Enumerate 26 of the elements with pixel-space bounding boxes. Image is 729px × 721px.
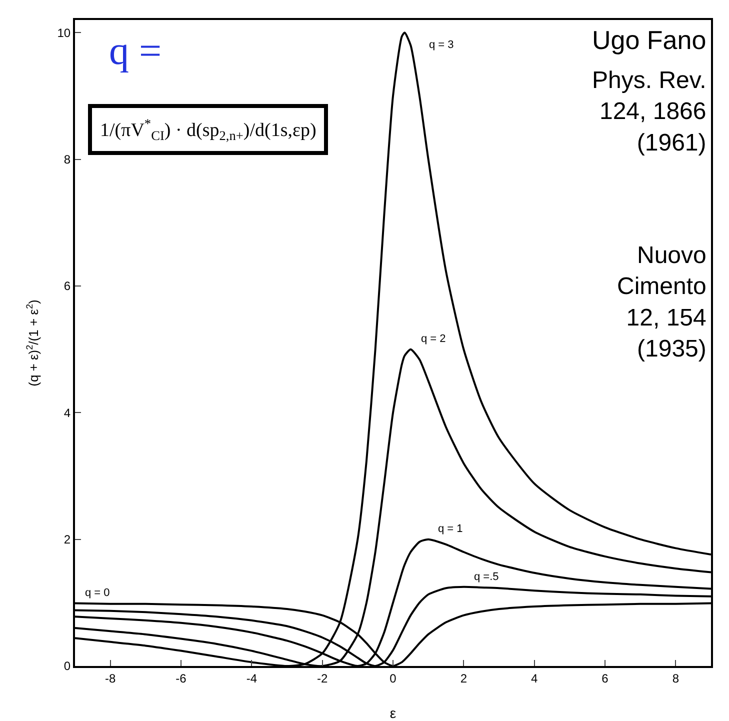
y-tick-label: 2 bbox=[64, 532, 71, 547]
annotation: q = bbox=[109, 28, 162, 73]
x-tick-label: 4 bbox=[530, 671, 538, 686]
x-tick-label: 8 bbox=[672, 671, 680, 686]
x-tick-label: 2 bbox=[460, 671, 468, 686]
y-tick-label: 4 bbox=[64, 406, 71, 420]
y-tick-label: 0 bbox=[64, 659, 71, 674]
series-label: q = 0 bbox=[85, 587, 110, 599]
annotation: Ugo Fano bbox=[592, 25, 706, 55]
annotation: Nuovo Cimento 12, 154 (1935) bbox=[617, 242, 706, 363]
annotation: 1/(πV$^{*}$$_{CI}$) · d(sp$_{2,n+}$)/d(1s,εp) bbox=[100, 116, 316, 143]
annotation: Phys. Rev. 124, 1866 (1961) bbox=[592, 67, 706, 156]
x-axis-title: ε bbox=[390, 705, 396, 721]
series-label: q = 1 bbox=[438, 523, 463, 535]
x-tick-label: -6 bbox=[176, 671, 187, 686]
x-tick-label: 6 bbox=[602, 671, 609, 686]
y-tick-label: 10 bbox=[57, 26, 71, 40]
x-tick-label: -2 bbox=[316, 671, 328, 686]
x-tick-label: 0 bbox=[390, 671, 397, 686]
series-label: q =.5 bbox=[474, 571, 499, 583]
series-label: q = 3 bbox=[429, 39, 454, 51]
series-label: q = 2 bbox=[421, 333, 446, 345]
x-tick-label: -8 bbox=[104, 671, 116, 686]
y-tick-label: 8 bbox=[64, 152, 71, 167]
y-tick-label: 6 bbox=[64, 279, 71, 294]
x-tick-label: -4 bbox=[246, 671, 258, 686]
